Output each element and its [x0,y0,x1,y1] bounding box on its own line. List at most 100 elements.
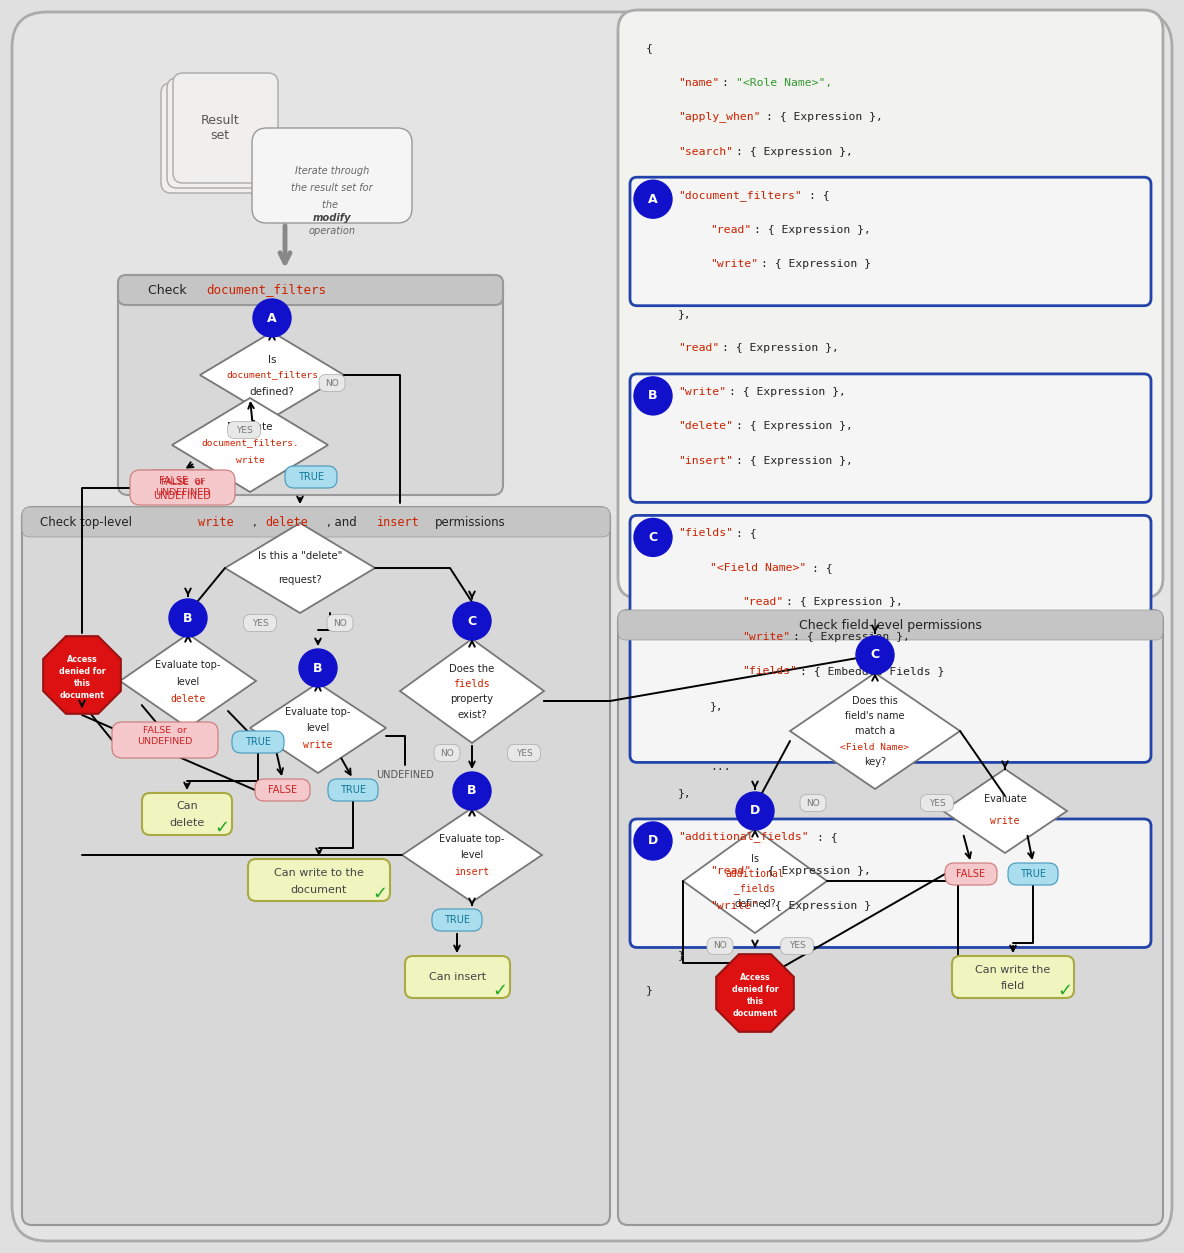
FancyBboxPatch shape [707,937,733,955]
Text: level: level [307,723,329,733]
Text: write: write [303,741,333,751]
Circle shape [856,637,894,674]
Text: "<Role Name>",: "<Role Name>", [736,78,832,88]
Text: YES: YES [515,748,533,758]
Text: Access: Access [740,972,771,981]
Text: C: C [870,649,880,662]
Text: C: C [468,614,477,628]
FancyBboxPatch shape [247,860,390,901]
Text: Evaluate top-: Evaluate top- [285,707,350,717]
Polygon shape [400,639,543,743]
Text: FALSE: FALSE [268,784,297,794]
Text: modify: modify [313,213,352,223]
Text: : { Expression },: : { Expression }, [736,456,854,466]
Text: "fields": "fields" [678,529,733,539]
Polygon shape [172,398,328,492]
Text: },: }, [710,700,723,710]
Polygon shape [250,683,386,773]
Text: FALSE  or
UNDEFINED: FALSE or UNDEFINED [137,727,193,746]
Text: : { Expression },: : { Expression }, [793,632,910,642]
Text: defined?: defined? [734,898,776,908]
Text: ,: , [252,515,256,529]
Text: FALSE  or
UNDEFINED: FALSE or UNDEFINED [155,477,211,497]
Text: denied for: denied for [732,985,778,994]
Polygon shape [942,769,1067,853]
Text: TRUE: TRUE [444,915,470,925]
Text: "document_filters": "document_filters" [678,189,802,200]
Text: "fields": "fields" [742,667,797,677]
Text: Check top-level: Check top-level [40,515,136,529]
Text: Is this a "delete": Is this a "delete" [258,551,342,561]
FancyBboxPatch shape [945,863,997,885]
Text: {: { [646,43,652,53]
Text: ✓: ✓ [1057,982,1073,1000]
FancyBboxPatch shape [232,730,284,753]
FancyBboxPatch shape [630,177,1151,306]
Circle shape [300,649,337,687]
Text: : {: : { [817,832,837,842]
Text: write: write [198,515,233,529]
FancyBboxPatch shape [227,421,260,439]
Text: "read": "read" [678,343,719,353]
Text: B: B [184,611,193,624]
Circle shape [736,792,774,829]
Text: ✓: ✓ [493,982,508,1000]
FancyBboxPatch shape [167,78,272,188]
Text: YES: YES [789,941,805,951]
FancyBboxPatch shape [508,744,541,762]
Circle shape [633,822,673,860]
Text: "apply_when": "apply_when" [678,112,760,123]
FancyBboxPatch shape [118,274,503,495]
FancyBboxPatch shape [800,794,826,812]
FancyBboxPatch shape [12,13,1172,1240]
Text: the result set for: the result set for [291,183,373,193]
Text: : { Expression },: : { Expression }, [736,147,854,157]
Text: : { Expression },: : { Expression }, [766,112,882,122]
Text: Evaluate top-: Evaluate top- [439,834,504,845]
Text: Is: Is [751,855,759,865]
Text: NO: NO [440,748,453,758]
Text: delete: delete [265,515,308,529]
Text: ✓: ✓ [214,819,230,837]
Text: :: : [722,78,735,88]
Text: "write": "write" [710,259,758,269]
Text: "<Field Name>": "<Field Name>" [710,563,806,573]
Text: insert: insert [377,515,420,529]
Text: Can: Can [176,801,198,811]
Text: },: }, [678,788,691,798]
FancyBboxPatch shape [255,779,310,801]
Text: B: B [468,784,477,797]
Text: property: property [450,694,494,704]
FancyBboxPatch shape [130,470,234,505]
Text: Does the: Does the [450,664,495,674]
FancyBboxPatch shape [318,375,345,391]
FancyBboxPatch shape [618,10,1163,598]
Text: ...: ... [710,762,731,772]
Polygon shape [683,829,826,933]
Text: field's name: field's name [845,710,905,720]
FancyBboxPatch shape [327,614,353,632]
FancyBboxPatch shape [432,908,482,931]
Text: : { Expression },: : { Expression }, [786,598,902,608]
Text: YES: YES [236,426,252,435]
Text: document: document [59,690,104,699]
Text: level: level [176,677,200,687]
Text: B: B [649,390,658,402]
Text: NO: NO [326,378,339,387]
Circle shape [169,599,207,637]
Text: "additional_fields": "additional_fields" [678,832,809,842]
FancyBboxPatch shape [22,507,610,1225]
Text: "read": "read" [710,867,752,877]
FancyBboxPatch shape [173,73,278,183]
Text: the: the [322,200,341,211]
Text: "read": "read" [742,598,784,608]
Text: D: D [749,804,760,817]
Polygon shape [200,332,345,419]
Text: : { Expression }: : { Expression } [761,901,871,911]
Text: <Field Name>: <Field Name> [841,743,909,752]
Text: : { Expression },: : { Expression }, [736,421,854,431]
Text: write: write [990,816,1019,826]
Text: "read": "read" [710,224,752,234]
Text: TRUE: TRUE [340,784,366,794]
Text: YES: YES [252,619,269,628]
